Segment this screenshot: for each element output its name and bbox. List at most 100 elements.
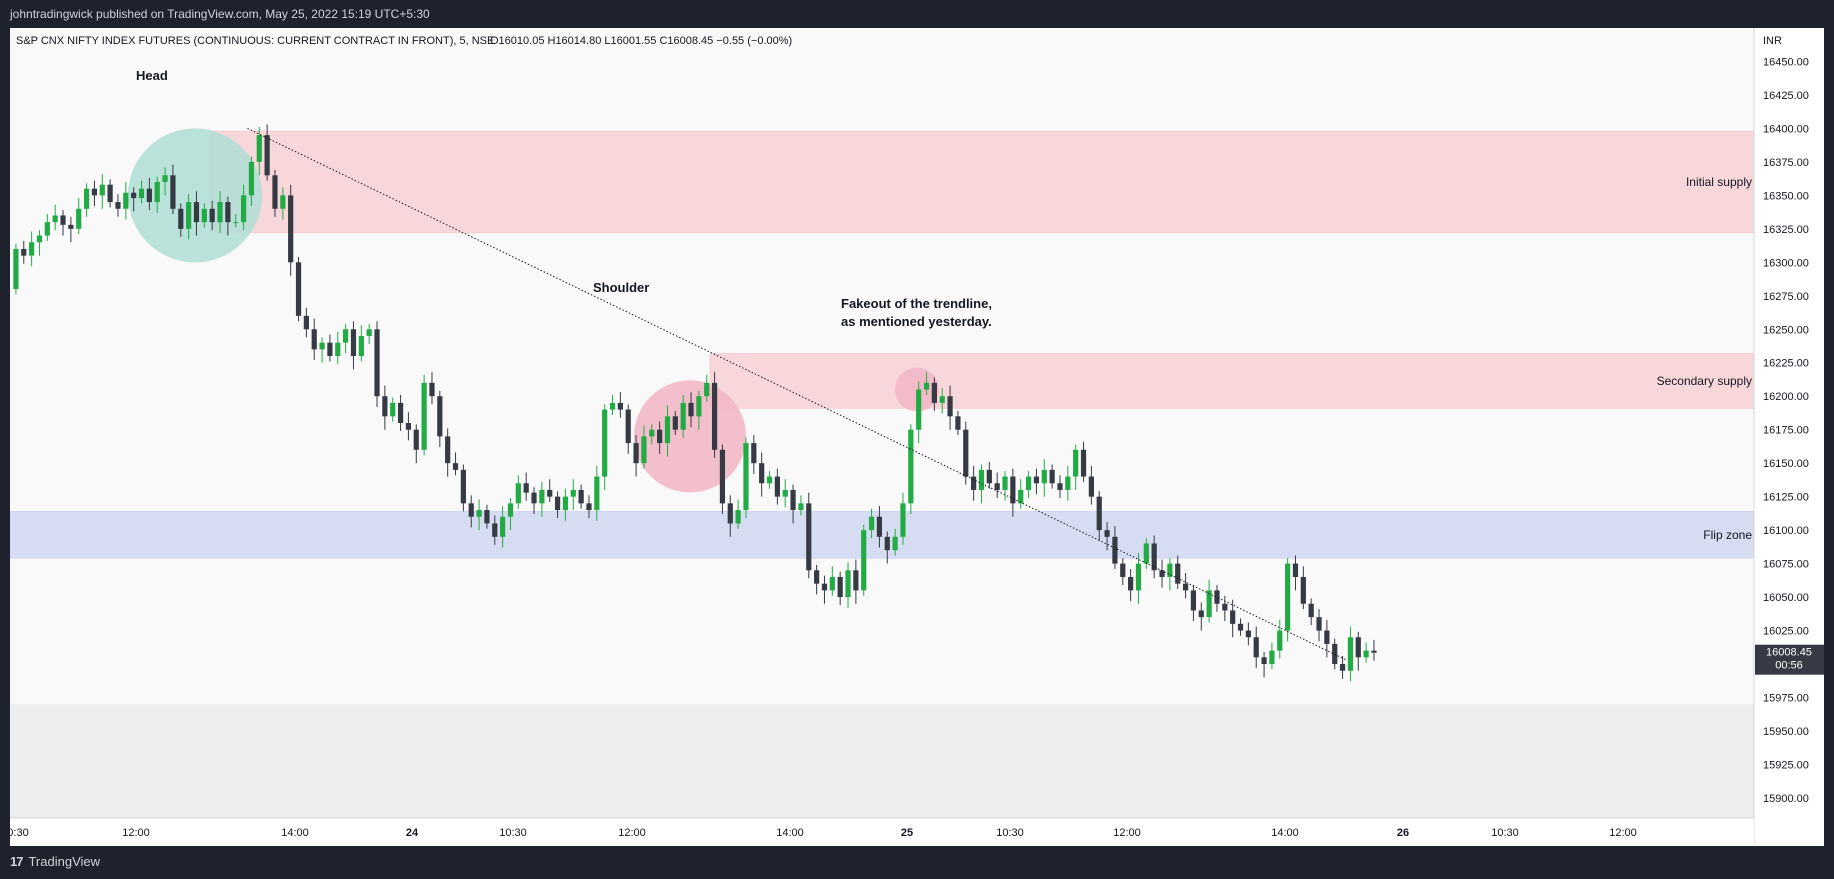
currency-label: INR: [1763, 35, 1782, 47]
candle: [539, 481, 545, 517]
time-tick-label: 12:00: [1609, 827, 1637, 839]
candle: [1316, 609, 1322, 642]
candle: [657, 421, 663, 454]
candle: [1363, 642, 1369, 663]
candle: [1206, 579, 1212, 623]
candle: [806, 492, 812, 579]
chart-title: S&P CNX NIFTY INDEX FUTURES (CONTINUOUS:…: [16, 35, 494, 47]
candle: [390, 397, 396, 422]
candle: [1104, 522, 1110, 551]
price-axis[interactable]: [1755, 28, 1824, 846]
price-tick-label: 16200.00: [1763, 391, 1809, 403]
candle: [1292, 555, 1299, 591]
candle: [751, 435, 757, 474]
candle: [154, 176, 160, 213]
candle: [358, 325, 364, 362]
time-tick-label: 10:30: [1491, 827, 1519, 839]
time-tick-label: 10:30: [499, 827, 527, 839]
publisher-bar: johntradingwick published on TradingView…: [0, 0, 1834, 28]
tradingview-logo-icon: 17: [10, 854, 24, 869]
time-tick-label: 12:00: [122, 827, 150, 839]
candle: [861, 524, 867, 596]
candle: [1135, 552, 1142, 604]
candle: [790, 484, 796, 524]
time-tick-label: 14:00: [776, 827, 804, 839]
candle: [774, 468, 780, 505]
shoulder-circle[interactable]: [634, 380, 746, 493]
last-price-label: 16008.45 00:56: [1755, 644, 1824, 675]
candle: [523, 472, 529, 501]
candle: [1065, 465, 1071, 501]
candle: [1222, 595, 1228, 622]
candle: [594, 465, 600, 521]
candle: [131, 187, 137, 212]
candle: [1190, 585, 1197, 622]
tradingview-logo[interactable]: 17 TradingView: [10, 854, 100, 869]
candle: [264, 124, 270, 181]
candle: [931, 377, 937, 411]
annotation-text[interactable]: Shoulder: [593, 280, 649, 295]
bar-countdown: 00:56: [1775, 660, 1803, 672]
candle: [727, 495, 733, 537]
candle: [1143, 538, 1149, 569]
candle: [44, 214, 50, 241]
time-axis[interactable]: [10, 819, 1754, 846]
candle: [578, 484, 584, 509]
candle: [303, 307, 309, 338]
candle: [649, 424, 655, 445]
price-tick-label: 16275.00: [1763, 291, 1809, 303]
candle: [782, 479, 788, 508]
candle: [1002, 471, 1008, 501]
candle: [1300, 566, 1306, 610]
price-tick-label: 16050.00: [1763, 592, 1809, 604]
annotation-text[interactable]: as mentioned yesterday.: [841, 314, 992, 329]
time-tick-label: 12:00: [1113, 827, 1141, 839]
candle: [884, 531, 890, 564]
candle: [602, 404, 608, 490]
trendline[interactable]: [247, 127, 1347, 661]
time-tick-label: 26: [1397, 827, 1409, 839]
candle: [939, 388, 945, 414]
brand-name: TradingView: [28, 854, 101, 869]
zone-rect[interactable]: [709, 353, 1754, 409]
lower-shaded-area: [10, 704, 1754, 818]
head-circle[interactable]: [128, 128, 262, 263]
candle: [798, 495, 804, 516]
candle: [123, 181, 129, 220]
candle: [868, 508, 875, 539]
zone-rect[interactable]: [209, 130, 1754, 234]
candle: [1159, 559, 1165, 588]
price-tick-label: 16300.00: [1763, 257, 1809, 269]
candle: [876, 506, 883, 548]
candle: [971, 465, 977, 501]
candle: [1277, 619, 1283, 659]
annotation-text[interactable]: Fakeout of the trendline,: [841, 296, 992, 311]
candle: [923, 372, 930, 395]
candle: [201, 203, 207, 228]
candle: [1041, 459, 1047, 497]
price-tick-label: 16025.00: [1763, 626, 1809, 638]
ohlc-readout: O16010.05 H16014.80 L16001.55 C16008.45 …: [490, 35, 792, 47]
candle: [837, 571, 843, 606]
candle: [743, 437, 749, 519]
annotation-text[interactable]: Head: [136, 68, 168, 83]
candle: [759, 452, 765, 497]
candle: [1010, 468, 1016, 517]
candle: [374, 321, 380, 407]
candle: [288, 184, 294, 276]
price-tick-label: 16250.00: [1763, 324, 1809, 336]
candle: [908, 424, 914, 515]
zone-label: Initial supply: [1686, 175, 1752, 189]
candle: [68, 216, 74, 243]
candle: [562, 488, 569, 521]
candle: [193, 191, 200, 236]
candlestick-chart[interactable]: Head Shoulder Fakeout of the trendline, as …: [7, 28, 1824, 846]
candle: [994, 472, 1000, 498]
candle: [1057, 475, 1063, 498]
price-tick-label: 16375.00: [1763, 157, 1809, 169]
time-tick-label: 14:00: [1271, 827, 1299, 839]
candle: [1245, 622, 1251, 646]
candle: [1308, 598, 1314, 626]
time-tick-label: 25: [901, 827, 913, 839]
candle: [1151, 535, 1157, 579]
